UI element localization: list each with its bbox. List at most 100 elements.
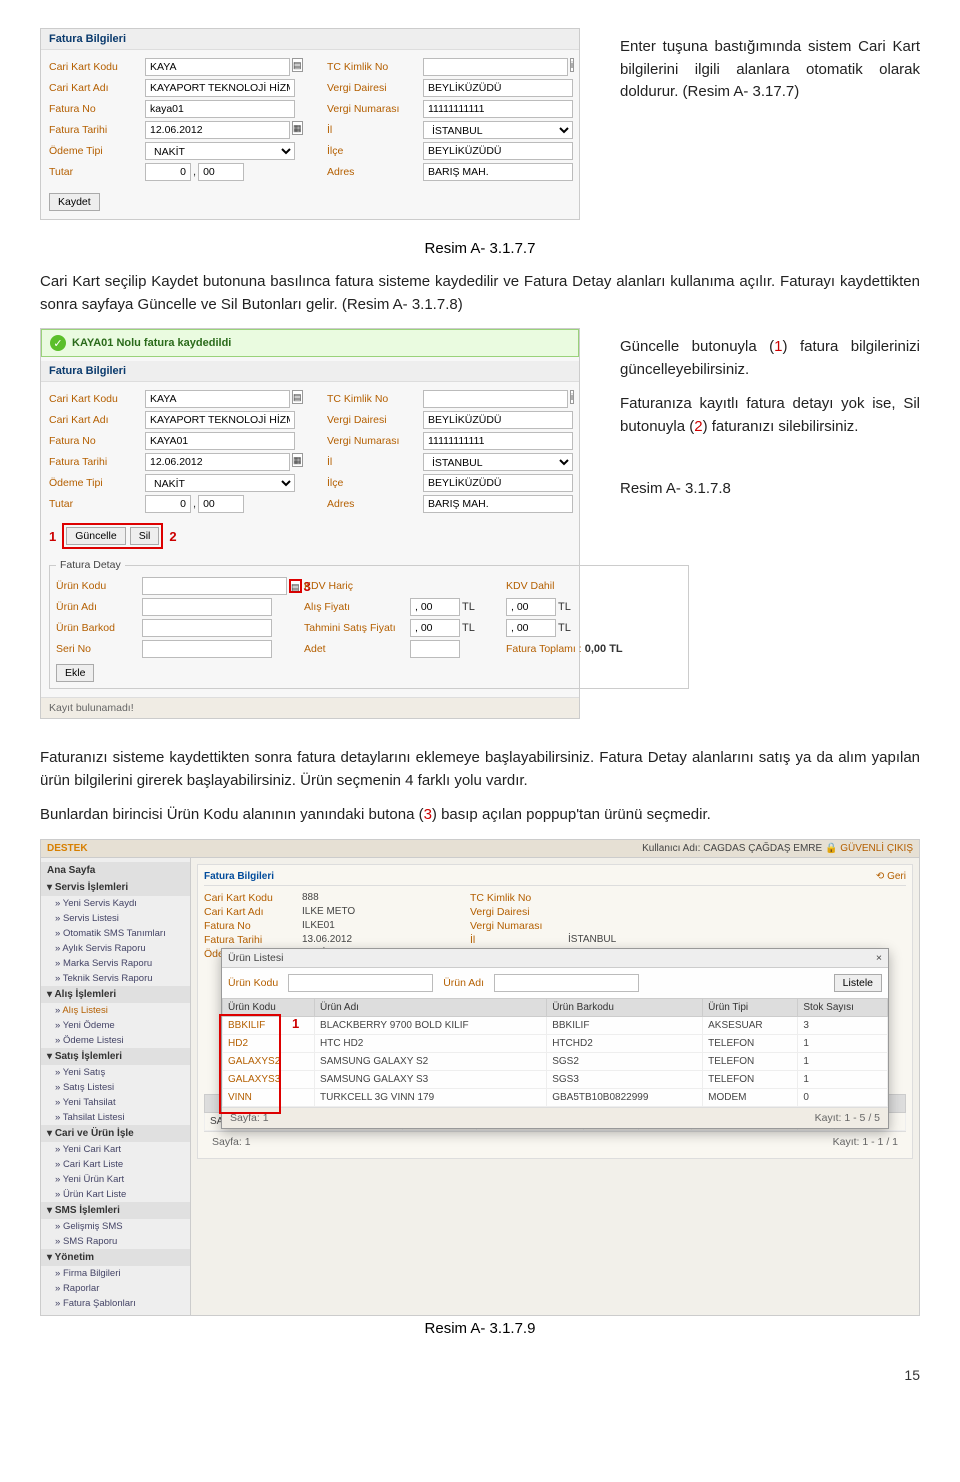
nav-item[interactable]: » Aylık Servis Raporu [41,941,190,956]
nav-item[interactable]: » Teknik Servis Raporu [41,971,190,986]
urun-adi-input[interactable] [142,598,272,616]
nav-item[interactable]: » Yeni Servis Kaydı [41,896,190,911]
cari-kart-kodu-input[interactable] [145,58,290,76]
nav-group[interactable]: ▾ Satış İşlemleri [41,1048,190,1065]
tc-kimlik-input[interactable] [423,390,568,408]
cari-kart-adi-input[interactable] [145,411,295,429]
nav-item[interactable]: » Yeni Ödeme [41,1018,190,1033]
nav-group[interactable]: ▾ Servis İşlemleri [41,879,190,896]
value: 888 [302,892,462,904]
nav-item[interactable]: » Yeni Ürün Kart [41,1172,190,1187]
urun-barkod-input[interactable] [142,619,272,637]
listele-button[interactable]: Listele [834,974,882,992]
label: KDV Hariç [304,580,404,592]
nav-item[interactable]: » Ödeme Listesi [41,1033,190,1048]
tahmini-dahil-input[interactable] [506,619,556,637]
col-header: Ürün Tipi [703,998,798,1016]
fatura-tarihi-input[interactable] [145,121,290,139]
fatura-no-input[interactable] [145,100,295,118]
label: Ödeme Tipi [49,477,139,489]
tutar-b-input[interactable] [198,495,244,513]
tutar-a-input[interactable] [145,495,191,513]
figure-caption: Resim A- 3.1.7.9 [40,1320,920,1337]
odeme-tipi-select[interactable]: NAKİT [145,142,295,160]
popup-close-icon[interactable]: × [876,952,882,964]
label: Vergi Dairesi [327,414,417,426]
nav-item[interactable]: » Alış Listesi [41,1003,190,1018]
calendar-icon[interactable]: ▦ [292,121,303,135]
adet-input[interactable] [410,640,460,658]
info-icon[interactable]: i [570,58,574,72]
nav-item[interactable]: » Marka Servis Raporu [41,956,190,971]
kaydet-button[interactable]: Kaydet [49,193,100,211]
tutar-b-input[interactable] [198,163,244,181]
nav-item[interactable]: » Firma Bilgileri [41,1266,190,1281]
tutar-a-input[interactable] [145,163,191,181]
table-row[interactable]: GALAXYS2SAMSUNG GALAXY S2SGS2TELEFON1 [223,1052,888,1070]
cari-kart-adi-input[interactable] [145,79,295,97]
vergi-dairesi-input[interactable] [423,79,573,97]
label: Ürün Adı [443,977,484,989]
popup-title: Ürün Listesi [228,952,283,964]
adres-input[interactable] [423,495,573,513]
card-lookup-icon[interactable]: ▤ [292,390,303,404]
ilce-input[interactable] [423,142,573,160]
table-row[interactable]: HD2HTC HD2HTCHD2TELEFON1 [223,1034,888,1052]
nav-group[interactable]: ▾ Yönetim [41,1249,190,1266]
nav-item[interactable]: » Yeni Satış [41,1065,190,1080]
nav-group[interactable]: ▾ Cari ve Ürün İşle [41,1125,190,1142]
alis-fiyati-input[interactable] [410,598,460,616]
nav-home[interactable]: Ana Sayfa [41,862,190,879]
urun-listesi-popup: Ürün Listesi × Ürün Kodu Ürün Adı Listel… [221,948,889,1129]
nav-item[interactable]: » Yeni Cari Kart [41,1142,190,1157]
fatura-no-input[interactable] [145,432,295,450]
fatura-tarihi-input[interactable] [145,453,290,471]
cari-kart-kodu-input[interactable] [145,390,290,408]
nav-item[interactable]: » Gelişmiş SMS [41,1219,190,1234]
nav-item[interactable]: » Fatura Şablonları [41,1296,190,1311]
tc-kimlik-input[interactable] [423,58,568,76]
callout-1: Enter tuşuna bastığımında sistem Cari Ka… [620,36,920,104]
vergi-no-input[interactable] [423,100,573,118]
nav-group[interactable]: ▾ SMS İşlemleri [41,1202,190,1219]
nav-item[interactable]: » Tahsilat Listesi [41,1110,190,1125]
info-icon[interactable]: i [570,390,574,404]
seri-no-input[interactable] [142,640,272,658]
alis-dahil-input[interactable] [506,598,556,616]
nav-item[interactable]: » Raporlar [41,1281,190,1296]
il-select[interactable]: İSTANBUL [423,453,573,471]
vergi-dairesi-input[interactable] [423,411,573,429]
calendar-icon[interactable]: ▦ [292,453,303,467]
label: Adres [327,166,417,178]
odeme-tipi-select[interactable]: NAKİT [145,474,295,492]
nav-item[interactable]: » Satış Listesi [41,1080,190,1095]
nav-group[interactable]: ▾ Alış İşlemleri [41,986,190,1003]
back-link[interactable]: ⟲ Geri [876,871,906,882]
popup-urun-adi-input[interactable] [494,974,639,992]
label: Fatura No [49,435,139,447]
nav-item[interactable]: » Ürün Kart Liste [41,1187,190,1202]
fatura-detay-panel: Fatura Detay Ürün Kodu ▤3 KDV Hariç KDV … [49,559,689,689]
guncelle-button[interactable]: Güncelle [66,527,125,545]
urun-kodu-input[interactable] [142,577,287,595]
il-select[interactable]: İSTANBUL [423,121,573,139]
nav-item[interactable]: » Yeni Tahsilat [41,1095,190,1110]
nav-item[interactable]: » SMS Raporu [41,1234,190,1249]
sil-button[interactable]: Sil [130,527,160,545]
nav-item[interactable]: » Servis Listesi [41,911,190,926]
nav-item[interactable]: » Cari Kart Liste [41,1157,190,1172]
logout-link[interactable]: 🔒 GÜVENLİ ÇIKIŞ [825,843,913,854]
tahmini-satis-input[interactable] [410,619,460,637]
nav-item[interactable]: » Otomatik SMS Tanımları [41,926,190,941]
card-lookup-icon[interactable]: ▤ [292,58,303,72]
adres-input[interactable] [423,163,573,181]
ekle-button[interactable]: Ekle [56,664,94,682]
body-text: Cari Kart seçilip Kaydet butonuna basılı… [40,271,920,316]
table-row[interactable]: BBKILIFBLACKBERRY 9700 BOLD KILIFBBKILIF… [223,1016,888,1034]
vergi-no-input[interactable] [423,432,573,450]
table-row[interactable]: GALAXYS3SAMSUNG GALAXY S3SGS3TELEFON1 [223,1070,888,1088]
urun-popup-icon[interactable]: ▤ [289,579,302,593]
ilce-input[interactable] [423,474,573,492]
popup-urun-kodu-input[interactable] [288,974,433,992]
table-row[interactable]: VINNTURKCELL 3G VINN 179GBA5TB10B0822999… [223,1088,888,1106]
